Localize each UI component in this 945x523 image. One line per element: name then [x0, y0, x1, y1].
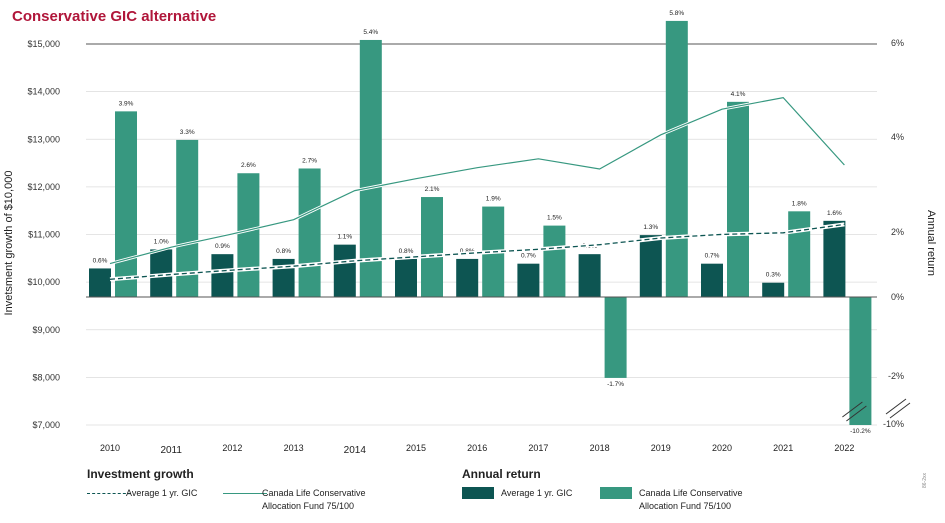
bar-label-fund: 3.3%: [180, 129, 195, 136]
bar-gic: [395, 258, 417, 297]
growth-line-gic: [109, 223, 845, 280]
bar-label-fund: 2.6%: [241, 162, 256, 169]
x-tick-label: 2012: [222, 443, 242, 453]
bar-label-fund: 1.8%: [792, 200, 807, 207]
bar-gic: [150, 249, 173, 297]
bar-fund: [788, 211, 811, 297]
bar-fund: [298, 168, 321, 297]
bar-label-gic: 1.6%: [827, 210, 842, 217]
x-tick-label: 2015: [406, 443, 426, 453]
x-tick-label: 2017: [528, 443, 548, 453]
bar-label-gic: 0.7%: [705, 253, 720, 260]
legend-return-gic-label: Average 1 yr. GIC: [501, 488, 573, 498]
bar-label-gic: 0.7%: [521, 253, 536, 260]
x-tick-label: 2021: [773, 443, 793, 453]
bar-gic: [456, 258, 479, 297]
bar-gic: [823, 220, 846, 297]
y-left-tick-label: $9,000: [32, 325, 60, 335]
bar-gic: [701, 263, 723, 297]
y-left-tick-label: $15,000: [27, 39, 60, 49]
x-tick-label: 2022: [834, 443, 854, 453]
bar-label-gic: 0.9%: [215, 243, 230, 250]
page-code: 86-2xx: [922, 472, 928, 488]
x-tick-label: 2013: [284, 443, 304, 453]
bar-label-fund: 4.1%: [731, 91, 746, 98]
y-left-tick-label: $13,000: [27, 134, 60, 144]
bar-label-fund: 2.7%: [302, 157, 317, 164]
bar-fund: [849, 297, 872, 425]
legend-return-fund-label: Canada Life Conservative Allocation Fund…: [639, 488, 743, 511]
y-right-axis-title: Annual return: [925, 210, 937, 276]
y-right-tick-label: -10%: [883, 419, 904, 429]
y-left-tick-label: $10,000: [27, 277, 60, 287]
bar-fund: [665, 20, 688, 297]
axis-break-mark: [889, 402, 911, 419]
bar-label-gic: 1.1%: [337, 234, 352, 241]
bar-fund: [359, 39, 382, 298]
bar-gic: [517, 263, 540, 297]
growth-line-fund: [109, 96, 845, 265]
y-right-tick-label: 6%: [891, 38, 904, 48]
bar-label-gic: 1.3%: [643, 224, 658, 231]
bar-gic: [639, 235, 662, 297]
y-right-tick-label: -2%: [888, 371, 904, 381]
bar-label-fund: 5.8%: [669, 10, 684, 17]
axis-break-mark: [842, 401, 863, 418]
y-left-tick-label: $8,000: [32, 372, 60, 382]
gic-swatch: [462, 487, 494, 499]
solid-line-sample: [223, 493, 267, 494]
bar-fund: [237, 173, 260, 297]
y-left-axis-title: Invetsment growth of $10,000: [3, 171, 15, 316]
x-tick-label: 2018: [590, 443, 610, 453]
chart-svg: $15,000 $14,000 $13,000 $12,000 $11,000 $10,0…: [3, 10, 937, 456]
y-left-tick-label: $7,000: [32, 420, 60, 430]
bar-gic: [762, 282, 785, 297]
legend-growth-gic-label: Average 1 yr. GIC: [126, 488, 198, 498]
bar-fund: [421, 197, 443, 297]
chart-title: Conservative GIC alternative: [12, 8, 217, 25]
legend-growth-heading: Investment growth: [87, 467, 194, 481]
x-tick-label: 2019: [651, 443, 671, 453]
bar-label-gic: 0.8%: [399, 248, 414, 255]
y-left-tick-label: $12,000: [27, 182, 60, 192]
x-tick-label: 2014: [344, 445, 367, 456]
bar-label-gic: 0.8%: [276, 248, 291, 255]
bar-label-fund: 2.1%: [425, 186, 440, 193]
axis-break-mark: [846, 405, 867, 422]
bar-fund: [727, 101, 749, 297]
bar-fund: [543, 225, 566, 297]
x-tick-label: 2020: [712, 443, 732, 453]
bar-label-fund: 5.4%: [363, 29, 378, 36]
bar-gic: [333, 244, 356, 297]
bar-label-fund: 1.5%: [547, 215, 562, 222]
axis-break-mark: [885, 398, 907, 415]
bar-label-fund: -1.7%: [607, 381, 624, 388]
bar-label-fund: 3.9%: [119, 100, 134, 107]
bar-label-gic: 0.8%: [460, 248, 475, 255]
y-left-tick-label: $14,000: [27, 87, 60, 97]
y-right-tick-label: 0%: [891, 292, 904, 302]
bar-label-gic: 0.6%: [93, 257, 108, 264]
bar-fund: [176, 139, 199, 297]
bar-fund: [604, 297, 627, 378]
legend-return-heading: Annual return: [462, 467, 541, 481]
bar-gic: [578, 254, 601, 297]
legend-growth-fund-label: Canada Life Conservative Allocation Fund…: [262, 488, 366, 511]
bar-gic: [211, 254, 234, 297]
x-tick-label: 2010: [100, 443, 120, 453]
bar-label-fund: -10.2%: [850, 428, 871, 435]
bar-label-gic: 1.0%: [154, 238, 169, 245]
dashed-line-sample: [87, 493, 131, 494]
y-right-tick-label: 2%: [891, 227, 904, 237]
y-left-tick-label: $11,000: [28, 230, 60, 240]
x-tick-label: 2016: [467, 443, 487, 453]
bar-fund: [115, 111, 137, 297]
bar-label-fund: 1.9%: [486, 196, 501, 203]
bar-label-gic: 0.3%: [766, 272, 781, 279]
y-right-tick-label: 4%: [891, 132, 904, 142]
fund-swatch: [600, 487, 632, 499]
x-tick-label: 2011: [160, 445, 182, 456]
bar-gic: [89, 268, 111, 297]
